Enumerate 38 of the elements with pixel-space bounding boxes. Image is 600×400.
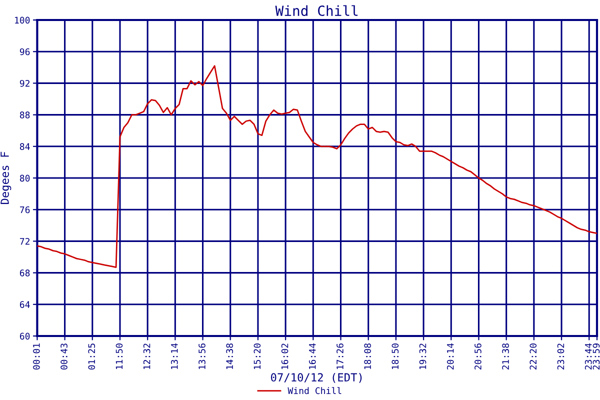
x-tick-label: 23:59 — [592, 344, 600, 370]
x-tick-label: 20:56 — [474, 344, 482, 370]
y-tick-label: 100 — [15, 16, 30, 24]
line-series — [37, 65, 597, 268]
x-tick-label: 17:26 — [336, 344, 344, 370]
x-tick-label: 13:56 — [198, 344, 206, 370]
x-tick-label: 12:32 — [143, 344, 150, 370]
x-tick-label: 20:14 — [446, 343, 454, 370]
x-tick-label: 19:32 — [419, 344, 426, 370]
x-tick-label: 22:20 — [530, 344, 537, 370]
x-tick-label: 13:14 — [170, 343, 178, 370]
y-tick-label: 68 — [20, 270, 30, 276]
x-axis-title: 07/10/12 (EDT) — [271, 372, 362, 383]
x-tick-label: 00:43 — [60, 344, 68, 370]
x-tick-label: 16:44 — [308, 343, 316, 370]
x-tick-label: 18:08 — [364, 344, 371, 370]
chart-title: Wind Chill — [275, 5, 358, 16]
y-tick-label: 84 — [20, 143, 30, 150]
y-tick-label: 96 — [20, 48, 30, 56]
x-tick-label: 23:44 — [584, 343, 592, 370]
x-tick-label: 18:50 — [392, 344, 399, 370]
y-axis-title: Degees F — [0, 152, 12, 204]
y-tick-label: 92 — [20, 80, 30, 87]
legend-label: Wind Chill — [288, 387, 342, 394]
y-tick-label: 76 — [20, 206, 30, 214]
y-tick-label: 80 — [20, 174, 30, 182]
x-tick-label: 23:02 — [557, 344, 564, 370]
y-tick-label: 88 — [20, 112, 30, 118]
x-tick-label: 01:25 — [88, 344, 96, 370]
y-tick-label: 64 — [20, 301, 30, 308]
x-tick-label: 16:02 — [281, 344, 288, 370]
y-tick-label: 72 — [20, 238, 30, 245]
x-tick-label: 15:20 — [254, 344, 261, 370]
x-tick-label: 00:01 — [33, 344, 40, 370]
y-tick-label: 60 — [20, 332, 30, 340]
x-tick-label: 21:38 — [502, 344, 509, 370]
x-tick-label: 11:50 — [116, 344, 123, 370]
x-tick-label: 14:38 — [226, 344, 234, 370]
